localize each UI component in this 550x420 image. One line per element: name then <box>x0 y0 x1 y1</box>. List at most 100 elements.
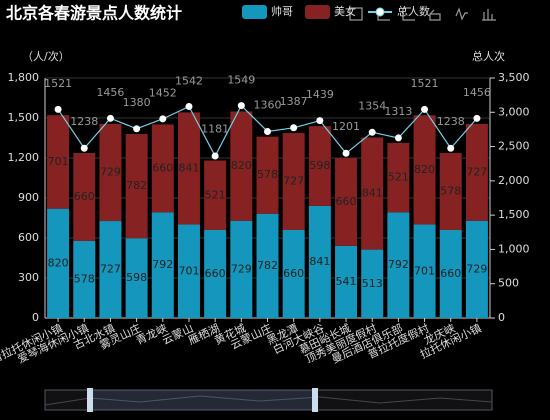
bar <box>125 238 148 318</box>
bar-label: 792 <box>388 258 409 271</box>
legend-marker <box>375 7 385 17</box>
bar <box>387 142 410 213</box>
line-point <box>211 152 219 160</box>
bar-label: 841 <box>309 255 330 268</box>
legend-swatch <box>242 5 267 19</box>
bar-label: 820 <box>231 159 252 172</box>
y-tick-label: 1,500 <box>8 111 40 124</box>
data-zoom[interactable] <box>44 388 493 412</box>
bar-label: 598 <box>309 159 330 172</box>
bar <box>47 208 70 318</box>
legend-swatch <box>305 5 330 19</box>
total-label: 1521 <box>44 77 72 90</box>
bar-label: 578 <box>74 272 95 285</box>
line-point <box>237 102 245 110</box>
bar <box>177 112 200 225</box>
bar <box>177 224 200 318</box>
y2-tick-label: 500 <box>498 277 519 290</box>
bar-label: 727 <box>466 165 487 178</box>
line-point <box>368 128 376 136</box>
bar-label: 820 <box>48 256 69 269</box>
bar <box>439 152 462 230</box>
y-axis-label: （人/次） <box>22 49 70 63</box>
bar-label: 660 <box>336 195 357 208</box>
bar-label: 660 <box>205 267 226 280</box>
y2-tick-label: 1,000 <box>498 242 530 255</box>
line-point <box>342 149 350 157</box>
bar <box>47 115 70 209</box>
y-tick-label: 0 <box>32 311 39 324</box>
bar <box>73 152 96 241</box>
legend-label[interactable]: 美女 <box>334 4 356 18</box>
bar-label: 660 <box>440 267 461 280</box>
total-label: 1452 <box>149 86 177 99</box>
total-label: 1354 <box>358 99 386 112</box>
bar <box>151 212 174 318</box>
total-label: 1456 <box>463 86 491 99</box>
zoom-handle[interactable] <box>87 388 93 412</box>
bar <box>230 111 253 221</box>
bar-label: 701 <box>48 155 69 168</box>
toolbox[interactable] <box>349 7 496 21</box>
bar-label: 578 <box>257 168 278 181</box>
bar <box>125 134 148 239</box>
bar-label: 729 <box>231 262 252 275</box>
line-point <box>264 127 271 135</box>
bar <box>361 137 384 250</box>
y-tick-label: 900 <box>18 191 39 204</box>
bar <box>335 245 358 318</box>
bar <box>465 220 488 318</box>
bar <box>151 124 174 213</box>
bar <box>230 220 253 318</box>
bar <box>282 230 305 318</box>
total-label: 1542 <box>175 74 203 87</box>
bar <box>282 133 305 230</box>
bar-label: 598 <box>126 271 147 284</box>
bar-label: 701 <box>414 264 435 277</box>
legend-label[interactable]: 帅哥 <box>271 5 293 18</box>
bar-label: 782 <box>257 259 278 272</box>
y2-tick-label: 1,500 <box>498 208 530 221</box>
total-label: 1380 <box>123 96 151 109</box>
bar-label: 521 <box>205 188 226 201</box>
y2-tick-label: 3,500 <box>498 71 530 84</box>
total-label: 1201 <box>332 120 360 133</box>
bar-label: 660 <box>74 190 95 203</box>
total-label: 1521 <box>411 77 439 90</box>
bar-label: 841 <box>362 187 383 200</box>
bar <box>308 205 331 318</box>
bar-label: 541 <box>336 275 357 288</box>
y-tick-label: 1,200 <box>8 151 40 164</box>
bar-label: 729 <box>100 165 121 178</box>
bar <box>387 212 410 318</box>
bar-label: 513 <box>362 277 383 290</box>
bar <box>99 221 122 318</box>
bar-label: 660 <box>283 267 304 280</box>
line-point <box>106 114 114 122</box>
y-tick-label: 600 <box>18 231 39 244</box>
y2-tick-label: 2,000 <box>498 174 530 187</box>
bar <box>465 123 488 221</box>
total-label: 1238 <box>437 115 465 128</box>
y2-tick-label: 0 <box>498 311 505 324</box>
bar-label: 792 <box>152 258 173 271</box>
y-tick-label: 1,800 <box>8 71 40 84</box>
bar-label: 727 <box>100 263 121 276</box>
line-point <box>185 103 193 111</box>
bar <box>73 240 96 318</box>
bar <box>204 160 227 230</box>
y2-tick-label: 2,500 <box>498 140 530 153</box>
line-point <box>473 114 481 122</box>
total-label: 1549 <box>227 73 255 86</box>
bar <box>413 115 436 225</box>
bar-label: 820 <box>414 163 435 176</box>
y2-tick-label: 3,000 <box>498 105 530 118</box>
line-point <box>159 115 167 123</box>
zoom-handle[interactable] <box>312 388 318 412</box>
total-label: 1313 <box>384 105 412 118</box>
bar <box>335 157 358 246</box>
y-tick-label: 300 <box>18 271 39 284</box>
legend-label[interactable]: 总人数 <box>397 4 430 18</box>
bar <box>204 230 227 318</box>
bar-label: 782 <box>126 179 147 192</box>
